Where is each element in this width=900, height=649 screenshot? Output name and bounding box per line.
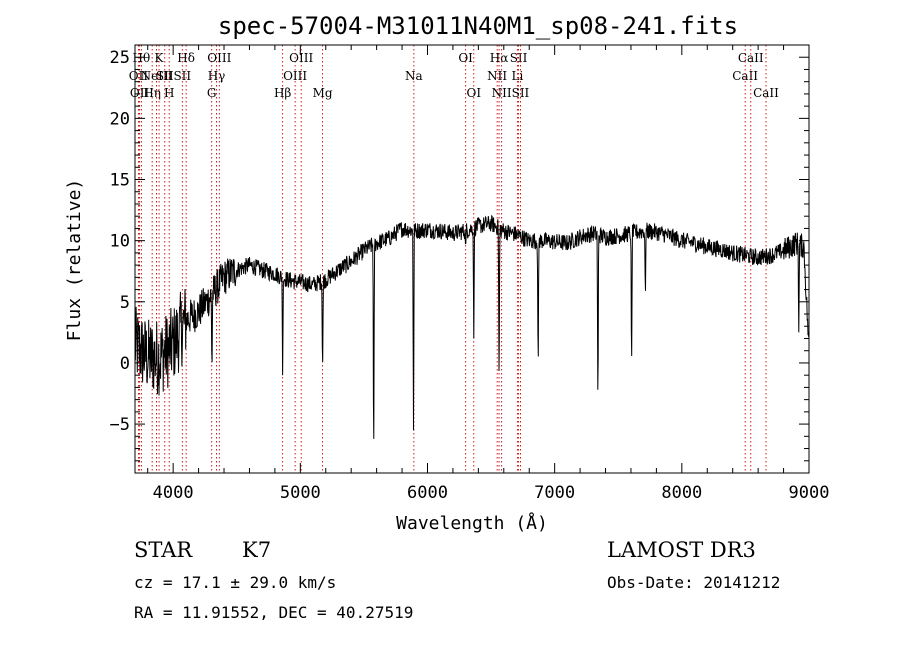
y-tick-label: 20 [110, 109, 130, 129]
line-marker-label: OIII [207, 51, 231, 65]
x-tick-label: 7000 [534, 483, 575, 503]
line-marker-label: CaII [753, 86, 779, 100]
object-subclass: K7 [242, 538, 272, 562]
line-marker-label: Li [511, 69, 523, 83]
y-tick-label: 15 [110, 171, 130, 191]
line-marker-label: Mg [313, 86, 333, 100]
line-marker-label: OIII [289, 51, 313, 65]
line-marker-label: Na [405, 69, 423, 83]
y-tick-label: 0 [120, 354, 130, 374]
survey-name: LAMOST DR3 [607, 538, 756, 562]
sky-coordinates: RA = 11.91552, DEC = 40.27519 [134, 603, 414, 622]
line-marker-label: Hα [490, 51, 509, 65]
line-marker-label: CaII [738, 51, 764, 65]
line-marker-label: OII [129, 69, 149, 83]
axes: 4000 5000 6000 7000 8000 9000 −5 0 5 10 15 20 25 [110, 44, 830, 503]
line-marker-label: G [207, 86, 217, 100]
line-marker-label: K [155, 51, 165, 65]
observation-date: Obs-Date: 20141212 [607, 573, 781, 592]
line-marker-label: SII [512, 86, 530, 100]
redshift-velocity: cz = 17.1 ± 29.0 km/s [134, 573, 337, 592]
line-marker-label: Hθ [133, 51, 151, 65]
x-tick-label: 4000 [153, 483, 194, 503]
x-tick-label: 8000 [661, 483, 702, 503]
line-marker-label: NeIII [141, 69, 173, 83]
line-marker-label: Hβ [274, 86, 291, 100]
x-axis-label: Wavelength (Å) [396, 512, 548, 534]
y-tick-label: 25 [110, 48, 130, 68]
line-marker-label: NII [487, 69, 507, 83]
line-marker-label: Hη [143, 86, 161, 100]
spectrum-series [134, 214, 810, 439]
line-marker-label: OIII [283, 69, 307, 83]
object-class: STAR [134, 538, 193, 562]
line-marker-label: NII [492, 86, 512, 100]
chart-title: spec-57004-M31011N40M1_sp08-241.fits [218, 12, 738, 40]
x-tick-label: 6000 [407, 483, 448, 503]
line-marker-label: SII [510, 51, 528, 65]
y-tick-label: −5 [110, 415, 130, 435]
x-tick-label: 5000 [280, 483, 321, 503]
line-marker-label: OI [466, 86, 481, 100]
line-marker-label: SII [173, 69, 191, 83]
line-marker-label: OI [458, 51, 473, 65]
line-marker-label: SII [156, 69, 174, 83]
y-tick-label: 5 [120, 293, 130, 313]
line-marker-label: CaII [732, 69, 758, 83]
y-tick-label: 10 [110, 232, 130, 252]
y-axis-label: Flux (relative) [64, 179, 85, 342]
line-marker-label: H [164, 86, 174, 100]
x-tick-label: 9000 [789, 483, 830, 503]
plot-frame [134, 44, 810, 474]
spectrum-line [134, 214, 810, 439]
line-marker-label: Hδ [177, 51, 195, 65]
line-marker-label: Hγ [208, 69, 226, 83]
